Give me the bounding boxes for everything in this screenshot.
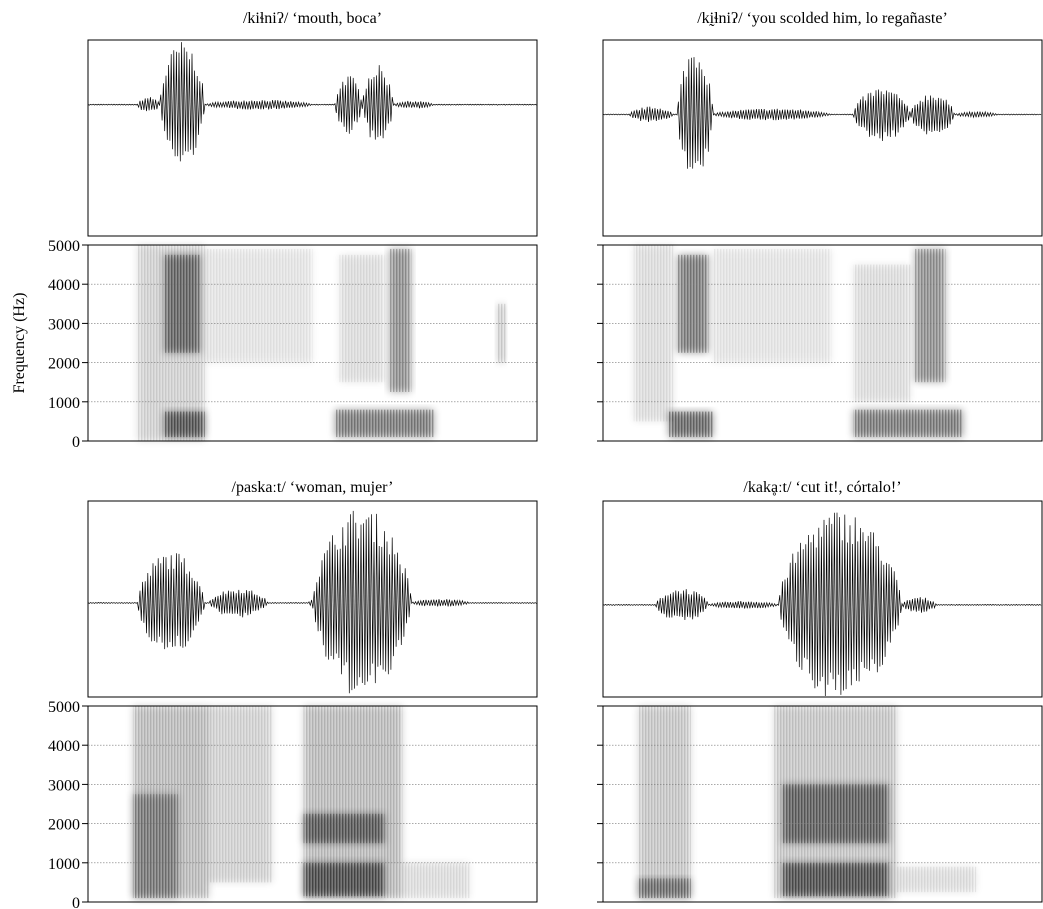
y-tick-label: 3000 (48, 316, 80, 333)
y-axis-label: Frequency (Hz) (11, 293, 28, 394)
y-tick-label: 1000 (48, 395, 80, 412)
panel-title: /kḭɬniʔ/ ‘you scolded him, lo regañaste’ (697, 10, 948, 27)
spectrogram (638, 706, 976, 898)
striation (853, 265, 910, 402)
spectrogram (133, 706, 470, 898)
striation (164, 412, 204, 437)
striation (335, 410, 434, 437)
waveform (88, 511, 537, 693)
striation (897, 867, 976, 892)
y-tick-label: 1000 (48, 856, 80, 873)
panel-title: /kakḁːt/ ‘cut it!, córtalo!’ (743, 479, 901, 496)
striation (713, 249, 832, 363)
striation (634, 245, 674, 421)
waveform-frame (88, 40, 537, 236)
y-tick-label: 4000 (48, 277, 80, 294)
striation (638, 706, 691, 898)
striation (853, 410, 963, 437)
striation (678, 255, 709, 353)
striation (669, 412, 713, 437)
striation (304, 863, 385, 896)
striation (205, 249, 313, 363)
striation (638, 878, 691, 898)
striation (783, 784, 888, 843)
striation (209, 706, 272, 882)
y-tick-label: 2000 (48, 817, 80, 834)
y-tick-label: 4000 (48, 738, 80, 755)
panel-title: /kiɬniʔ/ ‘mouth, boca’ (243, 10, 382, 27)
striation (164, 255, 200, 353)
striation (304, 814, 385, 843)
striation (133, 794, 178, 898)
y-tick-label: 0 (72, 434, 80, 451)
y-tick-label: 0 (72, 895, 80, 909)
waveform (603, 57, 1041, 169)
striation (915, 249, 946, 382)
y-tick-label: 5000 (48, 238, 80, 255)
spectrogram (634, 245, 963, 437)
figure: Frequency (Hz) /kiɬniʔ/ ‘mouth, boca’ 0 100… (0, 0, 1043, 909)
striation (402, 863, 469, 898)
y-tick-label: 2000 (48, 356, 80, 373)
striation (339, 255, 384, 382)
waveform (88, 42, 537, 161)
y-tick-label: 5000 (48, 699, 80, 716)
striation (497, 304, 506, 363)
striation (389, 249, 411, 392)
waveform (603, 513, 1041, 696)
y-tick-label: 3000 (48, 777, 80, 794)
striation (783, 863, 888, 896)
panel-title: /paskaːt/ ‘woman, mujer’ (232, 479, 394, 496)
waveform-frame (603, 40, 1042, 236)
spectrogram (137, 245, 505, 441)
